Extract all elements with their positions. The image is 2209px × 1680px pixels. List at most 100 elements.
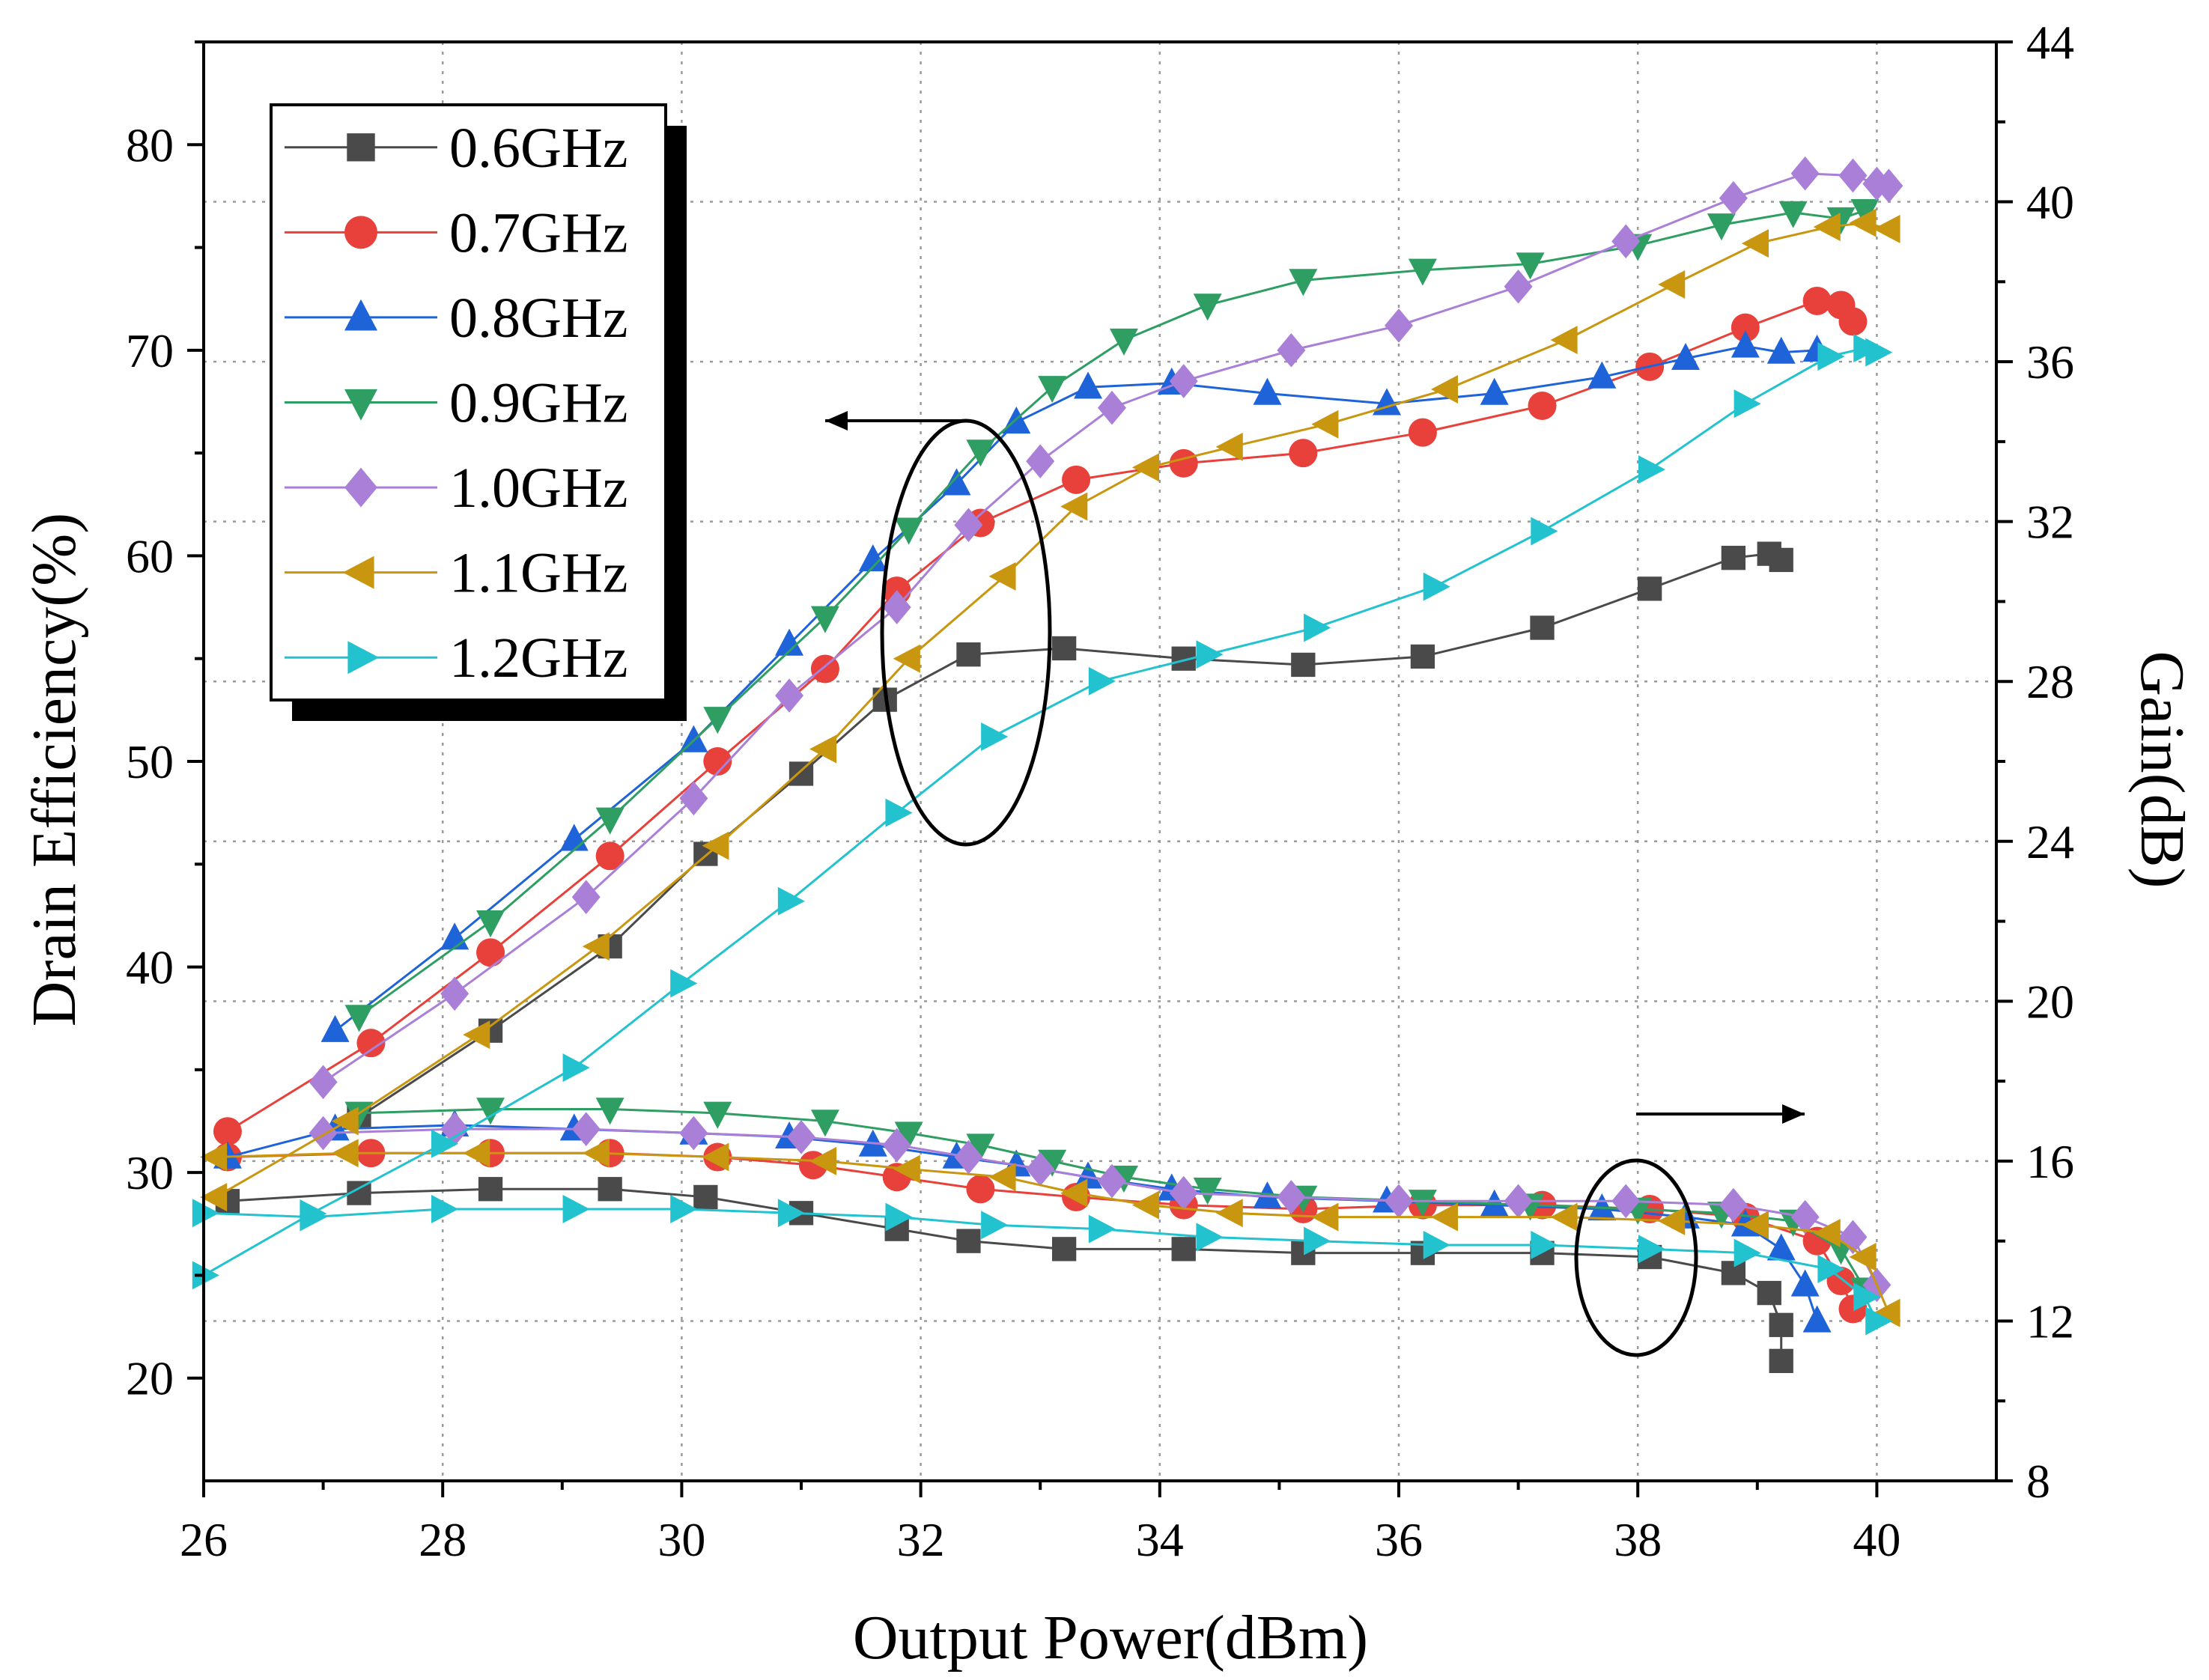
efficiency-point: [670, 969, 698, 998]
y2-tick-label: 32: [2026, 496, 2074, 549]
gain-point: [1757, 1280, 1781, 1306]
efficiency-point: [440, 976, 470, 1011]
efficiency-point: [1838, 307, 1868, 336]
x-tick-label: 32: [897, 1513, 945, 1566]
efficiency-point: [1850, 198, 1880, 227]
efficiency-point: [981, 722, 1009, 752]
gain-point: [1074, 1161, 1103, 1189]
efficiency-point: [1289, 269, 1318, 296]
legend-marker: [344, 299, 377, 331]
gain-point: [1802, 1305, 1832, 1333]
efficiency-point: [954, 508, 983, 543]
gain-point: [598, 1177, 622, 1202]
efficiency-point: [775, 628, 804, 656]
gain-point: [595, 1098, 625, 1125]
efficiency-point: [1550, 326, 1578, 355]
gain-point: [1611, 1184, 1641, 1219]
gain-point: [894, 1121, 923, 1149]
efficiency-point: [1802, 286, 1832, 315]
efficiency-point: [703, 747, 732, 776]
efficiency-point: [1038, 376, 1067, 404]
efficiency-point: [309, 1065, 338, 1100]
efficiency-point: [702, 831, 729, 860]
legend-label: 0.6GHz: [449, 117, 628, 180]
x-tick-label: 36: [1375, 1513, 1423, 1566]
efficiency-point: [956, 642, 981, 667]
efficiency-point: [1289, 439, 1318, 468]
gain-point: [1638, 1235, 1666, 1264]
y-tick-label: 40: [126, 941, 174, 994]
gain-point: [1721, 1261, 1746, 1285]
gain-point: [1550, 1202, 1578, 1232]
efficiency-point: [582, 932, 610, 961]
gain-point: [1277, 1180, 1306, 1214]
efficiency-point: [1528, 391, 1557, 420]
efficiency-point: [1731, 330, 1760, 358]
grid: [204, 42, 1996, 1481]
gain-point: [1865, 1306, 1893, 1336]
efficiency-point: [476, 910, 505, 938]
x-tick-label: 38: [1614, 1513, 1662, 1566]
x-axis-title: Output Power(dBm): [853, 1603, 1368, 1673]
gain-point: [1196, 1223, 1224, 1252]
efficiency-point: [1611, 224, 1641, 259]
efficiency-point: [679, 725, 708, 752]
efficiency-point: [1304, 613, 1331, 642]
efficiency-point: [1638, 576, 1662, 601]
legend-marker: [347, 641, 380, 675]
gain-point: [670, 1194, 698, 1223]
y-tick-label: 60: [126, 529, 174, 582]
y2-tick-label: 12: [2026, 1294, 2074, 1348]
x-tick-label: 28: [419, 1513, 467, 1566]
efficiency-point: [810, 606, 839, 633]
legend-entry-0.9GHz: 0.9GHz: [285, 372, 628, 435]
y2-tick-label: 36: [2026, 335, 2074, 389]
gain-point: [1088, 1214, 1116, 1244]
efficiency-point: [344, 1005, 374, 1032]
efficiency-point: [1769, 547, 1793, 573]
gain-point: [300, 1202, 327, 1232]
efficiency-point: [1311, 410, 1339, 439]
efficiency-point: [431, 1129, 459, 1158]
legend-marker: [342, 556, 374, 589]
gain-point: [1385, 1184, 1413, 1219]
legend-entry-1.0GHz: 1.0GHz: [285, 457, 628, 520]
y2-tick-label: 8: [2026, 1455, 2050, 1508]
efficiency-point: [1778, 201, 1808, 228]
series-1.2GHz: [192, 334, 1893, 1336]
efficiency-point: [1741, 229, 1769, 258]
gain-point: [309, 1116, 338, 1151]
gain-point: [882, 1127, 911, 1163]
efficiency-point: [562, 1053, 590, 1083]
gain-point: [440, 1112, 470, 1146]
gain-point: [1311, 1202, 1339, 1232]
efficiency-point: [1734, 389, 1761, 419]
gain-point: [1531, 1231, 1558, 1260]
gain-group-ellipse: [1574, 1158, 1698, 1357]
efficiency-point: [1865, 338, 1893, 367]
gain-point: [679, 1116, 708, 1151]
gain-point: [331, 1139, 359, 1168]
efficiency-point: [809, 734, 837, 764]
legend-entry-0.7GHz: 0.7GHz: [285, 201, 628, 264]
gain-point: [1051, 1237, 1077, 1261]
gain-point: [478, 1177, 503, 1202]
gain-point: [1097, 1163, 1126, 1199]
gain-point: [981, 1211, 1009, 1240]
efficiency-point: [1277, 333, 1306, 368]
efficiency-point: [777, 886, 805, 916]
efficiency-point: [1587, 361, 1617, 389]
gain-point: [1769, 1312, 1793, 1337]
gain-point: [702, 1142, 729, 1172]
gain-point: [703, 1101, 732, 1129]
efficiency-point: [571, 880, 601, 915]
y2-tick-label: 16: [2026, 1135, 2074, 1188]
efficiency-point: [1169, 364, 1198, 398]
efficiency-point: [1826, 207, 1856, 235]
legend-label: 1.0GHz: [449, 457, 628, 520]
efficiency-point: [1088, 666, 1116, 696]
efficiency-point: [775, 678, 804, 713]
y2-tick-label: 20: [2026, 975, 2074, 1028]
series-layer: [192, 156, 1903, 1373]
efficiency-point: [810, 654, 839, 684]
